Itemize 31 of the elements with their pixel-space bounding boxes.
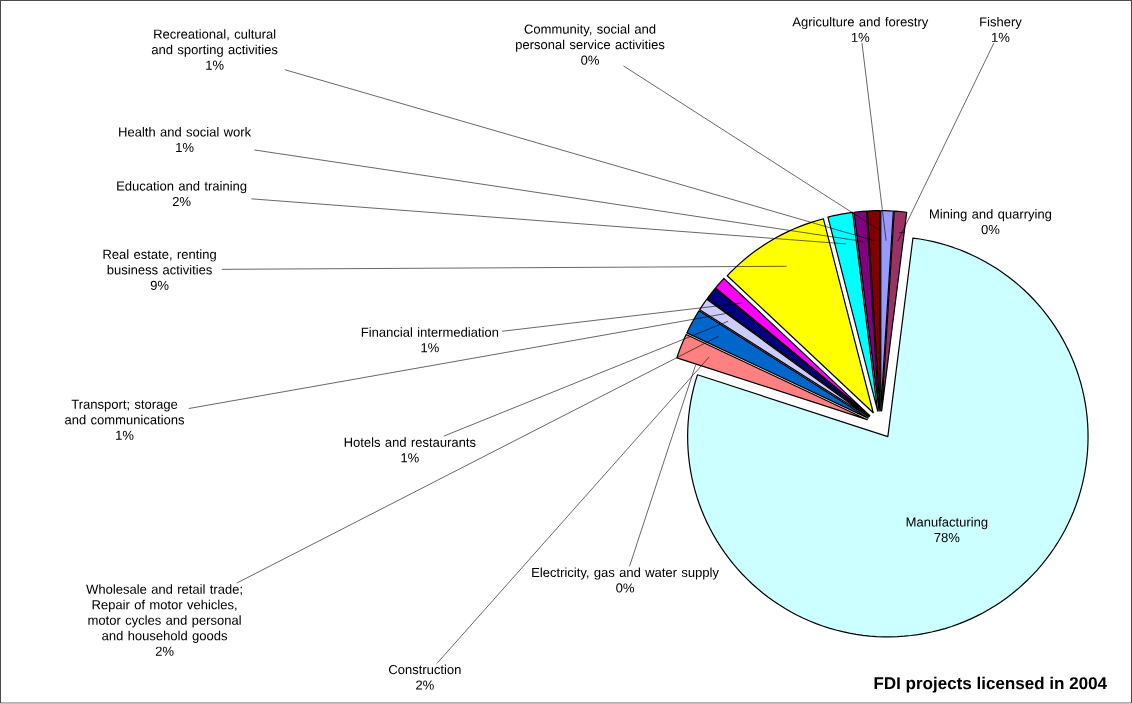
data-label: 2% <box>416 680 434 690</box>
data-label: 1% <box>206 60 224 70</box>
data-label: 1% <box>851 33 870 43</box>
data-label: 2% <box>155 646 174 657</box>
slice-label: Health and social work <box>119 127 252 137</box>
slice-label: Hotels and restaurants <box>344 437 476 448</box>
slice-label: Education and training <box>117 181 247 194</box>
data-label: 1% <box>176 143 194 153</box>
slice-label: Real estate, renting business activities <box>103 249 216 275</box>
data-label: 9% <box>150 280 169 291</box>
data-label: 1% <box>421 343 439 353</box>
slice-label: Financial intermediation <box>361 327 499 338</box>
slice-label: Manufacturing <box>906 517 988 530</box>
slice-label: Recreational, cultural and sporting activities <box>151 29 278 58</box>
slice-label: Construction <box>388 664 461 675</box>
text: 0% <box>616 583 635 593</box>
category-label: Mining and quarrying <box>930 209 1052 222</box>
slice-label: Agriculture and forestry <box>792 17 929 30</box>
text: 0% <box>981 225 1000 235</box>
slice-label: Transport; storage and communications <box>65 400 185 425</box>
slice-label: Wholesale and retail trade; Repair of motor vehicles, motor cycles and personal and household goods <box>86 584 242 644</box>
data-label: 1% <box>116 430 134 441</box>
text: 0% <box>581 55 599 65</box>
data-label: 78% <box>934 533 960 543</box>
data-label: 1% <box>992 33 1010 43</box>
text: FDI projects licensed in 2004 <box>874 676 1107 693</box>
data-label: 2% <box>172 197 191 207</box>
data-label: 1% <box>401 453 419 463</box>
category-label: Electricity, gas and water supply <box>532 567 719 580</box>
slice-label: Fishery <box>980 17 1022 30</box>
category-label: Community, social and personal service activities <box>516 24 665 53</box>
